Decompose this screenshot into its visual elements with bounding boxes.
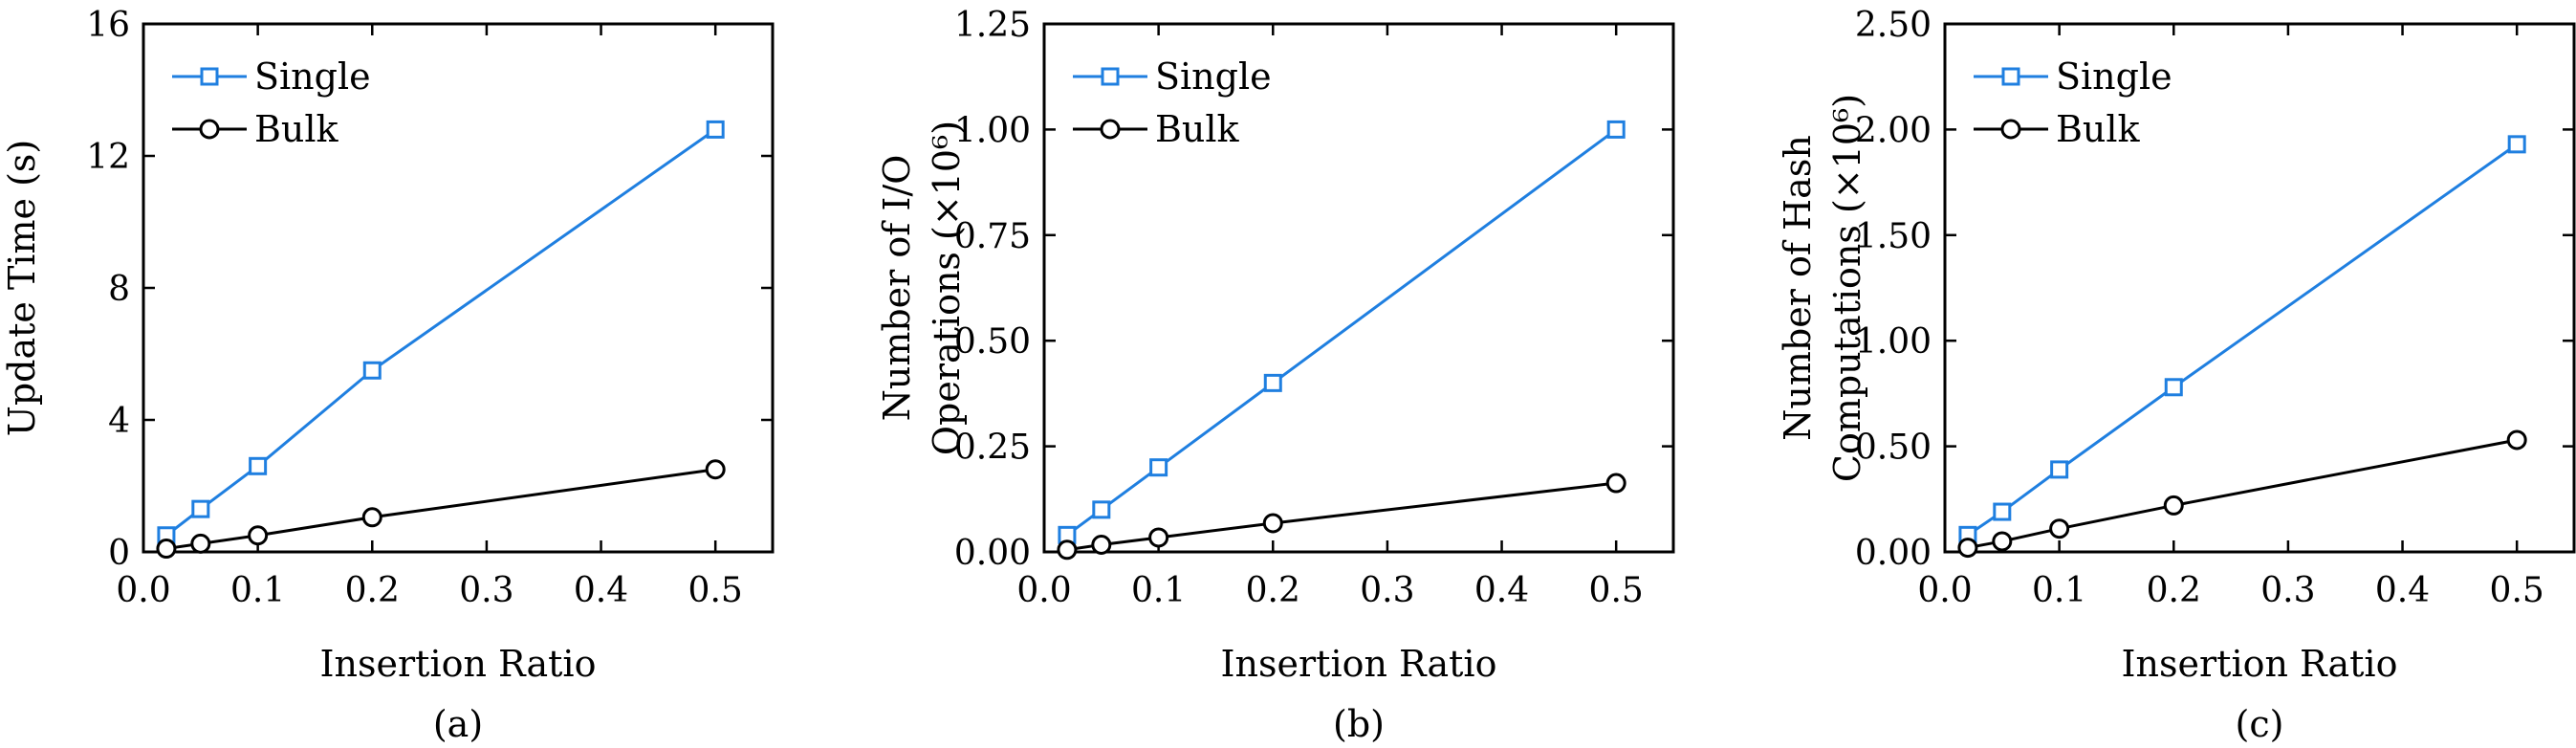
data-point-circle xyxy=(1148,527,1169,548)
legend-marker-circle xyxy=(2000,119,2021,140)
legend-label-single: Single xyxy=(2056,55,2172,98)
legend-label-bulk: Bulk xyxy=(254,108,339,150)
data-point-circle xyxy=(248,525,269,546)
y-tick-label: 0.25 xyxy=(954,429,1031,468)
x-tick-label: 0.4 xyxy=(1474,571,1529,610)
chart-panel-a: 0.0 0.1 0.2 0.3 0.4 0.5 0 4 8 12 16 Insertion Ratio… xyxy=(1,6,775,745)
legend-label-single: Single xyxy=(254,55,371,98)
x-tick-label: 0.0 xyxy=(1917,571,1972,610)
y-tick-label: 0 xyxy=(108,534,130,573)
y-tick-label: 0.00 xyxy=(1855,534,1932,573)
legend-label-bulk: Bulk xyxy=(1155,108,1240,150)
data-point-circle xyxy=(1957,538,1978,559)
data-point-square xyxy=(362,361,382,380)
x-tick-label: 0.4 xyxy=(574,571,628,610)
data-point-circle xyxy=(190,533,211,554)
panel-caption: (a) xyxy=(433,703,483,745)
chart-panel-c: 0.0 0.1 0.2 0.3 0.4 0.5 0.00 0.50 1.00 1.50 2.00 2.… xyxy=(1777,6,2576,745)
x-axis-label: Insertion Ratio xyxy=(2122,643,2398,685)
y-tick-label: 4 xyxy=(108,402,130,441)
x-tick-label: 0.3 xyxy=(2260,571,2315,610)
data-point-circle xyxy=(361,507,382,528)
data-point-circle xyxy=(1262,513,1283,534)
data-point-circle xyxy=(1992,531,2013,552)
x-tick-label: 0.3 xyxy=(1360,571,1414,610)
series-line-single xyxy=(1967,143,2519,537)
data-point-circle xyxy=(156,539,177,560)
y-axis-label: Update Time (s) xyxy=(1,140,43,436)
plot-frame xyxy=(1943,22,2576,554)
x-tick-label: 0.0 xyxy=(116,571,170,610)
legend: Single Bulk xyxy=(1073,55,1272,150)
legend-marker-square xyxy=(2001,67,2020,86)
legend: Single Bulk xyxy=(172,55,371,150)
y-axis-label: Operations (×10⁶) xyxy=(926,121,968,455)
y-tick-label: 1.00 xyxy=(954,111,1031,150)
series-line-single xyxy=(1066,128,1618,537)
x-tick-label: 0.5 xyxy=(688,571,743,610)
x-tick-label: 0.3 xyxy=(459,571,513,610)
x-tick-label: 0.1 xyxy=(230,571,285,610)
legend-marker-square xyxy=(200,67,219,86)
y-axis-label: Number of Hash xyxy=(1777,135,1819,441)
data-point-square xyxy=(706,120,725,139)
x-tick-label: 0.1 xyxy=(1131,571,1186,610)
panel-caption: (c) xyxy=(2236,703,2284,745)
y-tick-label: 12 xyxy=(86,138,130,177)
data-point-circle xyxy=(1605,473,1626,494)
data-point-square xyxy=(1263,373,1282,392)
data-point-circle xyxy=(705,459,726,480)
legend-marker-circle xyxy=(199,119,220,140)
data-point-circle xyxy=(2049,518,2070,539)
legend-marker-square xyxy=(1101,67,1120,86)
data-point-square xyxy=(2164,378,2183,397)
x-tick-label: 0.5 xyxy=(1589,571,1644,610)
y-axis-label: Number of I/O xyxy=(876,155,918,422)
y-tick-label: 0.00 xyxy=(954,534,1031,573)
data-point-circle xyxy=(1057,539,1078,561)
data-point-circle xyxy=(2506,429,2527,451)
data-point-square xyxy=(1149,458,1168,477)
x-tick-label: 0.5 xyxy=(2490,571,2544,610)
data-point-square xyxy=(249,456,268,475)
x-tick-label: 0.2 xyxy=(2147,571,2201,610)
series-line-single xyxy=(165,128,717,537)
y-tick-label: 1.00 xyxy=(1855,322,1932,362)
y-tick-label: 0.75 xyxy=(954,217,1031,256)
y-tick-label: 0.50 xyxy=(954,322,1031,362)
x-axis-label: Insertion Ratio xyxy=(320,643,597,685)
legend-marker-circle xyxy=(1100,119,1121,140)
data-point-square xyxy=(1606,120,1626,139)
y-tick-label: 2.50 xyxy=(1855,6,1932,45)
data-point-circle xyxy=(1091,534,1112,555)
data-point-square xyxy=(1092,500,1111,519)
data-point-square xyxy=(2507,135,2526,154)
x-tick-label: 0.1 xyxy=(2032,571,2086,610)
x-tick-label: 0.2 xyxy=(345,571,400,610)
x-tick-label: 0.4 xyxy=(2375,571,2430,610)
x-tick-label: 0.0 xyxy=(1016,571,1071,610)
y-axis-label: Computations (×10⁶) xyxy=(1826,94,1868,482)
y-tick-label: 8 xyxy=(108,270,130,309)
data-point-circle xyxy=(2163,495,2184,516)
data-point-square xyxy=(191,499,210,518)
y-tick-label: 0.50 xyxy=(1855,429,1932,468)
x-axis-label: Insertion Ratio xyxy=(1221,643,1497,685)
data-point-square xyxy=(2050,460,2069,479)
y-tick-label: 1.50 xyxy=(1855,217,1932,256)
y-tick-label: 1.25 xyxy=(954,6,1031,45)
plot-frame xyxy=(1042,22,1675,554)
plot-frame xyxy=(142,22,775,554)
data-point-square xyxy=(1993,502,2012,521)
y-tick-label: 16 xyxy=(86,6,130,45)
panel-caption: (b) xyxy=(1333,703,1385,745)
legend-label-single: Single xyxy=(1155,55,1272,98)
legend: Single Bulk xyxy=(1974,55,2172,150)
chart-panel-b: 0.0 0.1 0.2 0.3 0.4 0.5 0.00 0.25 0.50 0.75 1.00 1.… xyxy=(876,6,1675,745)
legend-label-bulk: Bulk xyxy=(2056,108,2141,150)
x-tick-label: 0.2 xyxy=(1246,571,1300,610)
y-tick-label: 2.00 xyxy=(1855,111,1932,150)
